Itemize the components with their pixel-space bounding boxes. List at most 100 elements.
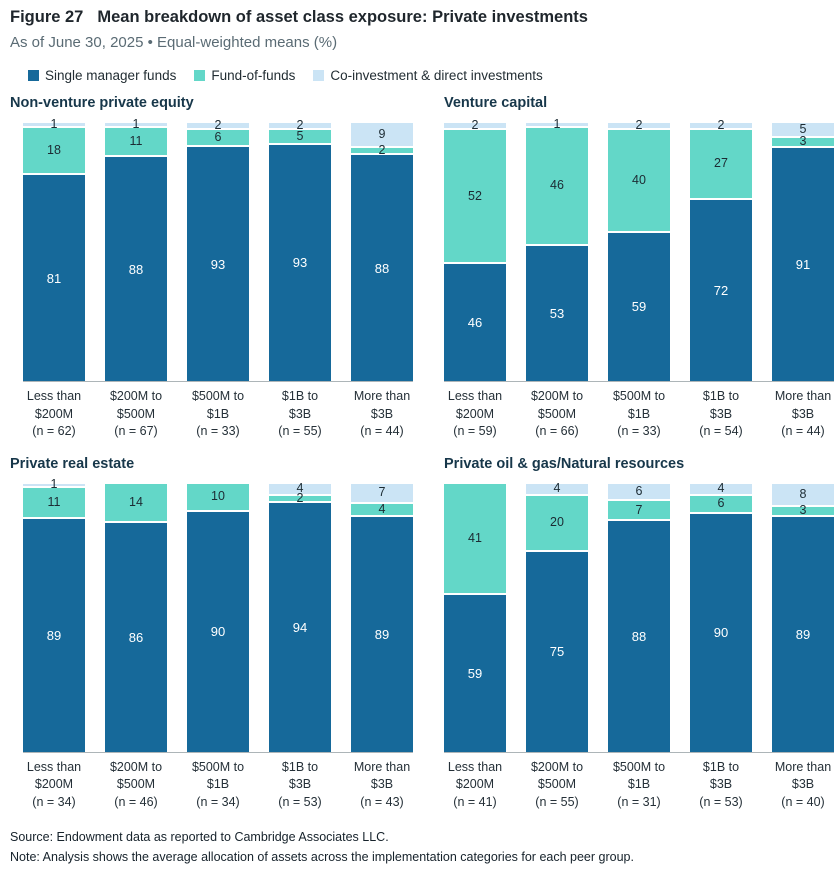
analysis-note: Note: Analysis shows the average allocat… [10,850,634,864]
stacked-bar: 1 46 53 [526,117,588,381]
stacked-bar: 10 90 [187,483,249,752]
legend-label: Co-investment & direct investments [330,68,543,83]
legend-item-co-investment: Co-investment & direct investments [313,68,543,83]
stacked-bar: 7 4 89 [351,483,413,752]
value-label: 91 [795,256,811,272]
value-label: 2 [635,118,643,133]
figure-number: Figure 27 [10,8,84,26]
stacked-bar: 4 20 75 [526,481,588,752]
legend-swatch-fund-of-funds-icon [194,70,206,81]
segment-fund-of-funds: 10 [187,483,249,511]
value-label: 41 [468,530,482,545]
segment-co-investment: 4 [269,482,331,495]
category-label: More than $3B (n = 44) [353,389,411,438]
plot-area: 41 59 4 20 75 6 7 88 4 6 90 8 3 89 Less than $200M (n =… [444,481,834,812]
category-label: Less than $200M (n = 41) [447,759,503,809]
stacked-bar: 2 6 93 [187,119,249,381]
segment-single-manager-funds: 93 [187,147,249,381]
value-label: 4 [717,481,725,496]
source-note: Source: Endowment data as reported to Ca… [10,830,389,844]
value-label: 81 [46,270,62,286]
segment-fund-of-funds: 3 [772,504,834,517]
bars-area: 1 18 81 1 11 88 2 6 93 2 5 93 9 2 88 [23,117,413,381]
charts-grid: Non-venture private equity 1 18 81 1 11 88 2 6 9… [10,95,834,812]
value-label: 18 [47,142,61,157]
segment-co-investment: 1 [105,117,167,130]
segment-fund-of-funds: 18 [23,127,85,174]
segment-co-investment: 2 [608,119,670,132]
category-label: Less than $200M (n = 59) [447,389,503,438]
value-label: 2 [471,118,479,133]
segment-single-manager-funds: 88 [351,155,413,381]
chart-title: Private oil & gas/Natural resources [444,455,685,472]
value-label: 3 [799,134,807,149]
bars-area: 41 59 4 20 75 6 7 88 4 6 90 8 3 89 [444,481,834,752]
chart-title: Venture capital [444,95,548,111]
value-label: 4 [553,481,561,496]
legend-item-single-manager-funds: Single manager funds [28,68,176,83]
value-label: 90 [210,624,226,640]
bars-area: 2 52 46 1 46 53 2 40 59 2 27 72 5 3 91 [444,117,834,381]
value-label: 6 [635,483,643,498]
chart-title: Non-venture private equity [10,95,194,111]
x-axis-line [444,751,834,753]
value-label: 2 [296,118,304,133]
stacked-bar: 2 5 93 [269,119,331,381]
segment-single-manager-funds: 90 [690,513,752,752]
value-label: 8 [799,486,807,501]
category-label: $1B to $3B (n = 54) [699,389,743,438]
chart-panel: Venture capital 2 52 46 1 46 53 2 40 59 2 27 72 5 3 91… [444,95,834,441]
stacked-bar: 1 11 88 [105,117,167,381]
segment-single-manager-funds: 89 [23,518,85,752]
segment-co-investment: 1 [23,478,85,491]
value-label: 7 [635,502,643,517]
segment-co-investment: 2 [690,119,752,132]
legend-swatch-co-investment-icon [313,70,325,81]
segment-co-investment: 2 [444,119,506,132]
segment-fund-of-funds: 20 [526,496,588,550]
segment-single-manager-funds: 89 [351,516,413,752]
segment-single-manager-funds: 94 [269,503,331,752]
segment-single-manager-funds: 93 [269,144,331,381]
chart-panel: Non-venture private equity 1 18 81 1 11 88 2 6 9… [10,95,416,441]
legend-swatch-single-manager-icon [28,70,39,81]
segment-single-manager-funds: 81 [23,175,85,381]
stacked-bar: 1 18 81 [23,117,85,381]
value-label: 1 [553,116,561,131]
value-label: 5 [799,121,807,136]
x-axis-line [23,381,413,382]
value-label: 53 [549,306,565,322]
category-label: $500M to $1B (n = 33) [191,389,245,438]
value-label: 6 [717,496,725,511]
plot-area: 1 11 89 14 86 10 90 4 2 94 7 4 89 Less than $200M (n =… [23,478,413,812]
value-label: 40 [632,172,646,187]
segment-fund-of-funds: 11 [105,127,167,156]
legend-item-fund-of-funds: Fund-of-funds [194,68,295,83]
value-label: 93 [210,256,226,272]
segment-co-investment: 1 [23,117,85,130]
figure-footer: Source: Endowment data as reported to Ca… [10,827,824,867]
value-label: 14 [129,494,143,509]
segment-fund-of-funds: 40 [608,130,670,231]
segment-single-manager-funds: 46 [444,264,506,381]
category-label: $200M to $500M (n = 46) [109,759,163,809]
segment-co-investment: 8 [772,483,834,505]
figure-header: Figure 27 Mean breakdown of asset class … [10,8,824,27]
segment-fund-of-funds: 46 [526,127,588,245]
x-axis-line [23,751,413,753]
value-label: 2 [378,143,386,158]
value-label: 5 [296,128,304,143]
segment-single-manager-funds: 88 [105,157,167,381]
segment-single-manager-funds: 75 [526,551,588,752]
value-label: 20 [550,515,564,530]
plot-area: 2 52 46 1 46 53 2 40 59 2 27 72 5 3 91 Less than $200M(… [444,117,834,441]
page-title: Mean breakdown of asset class exposure: … [97,8,588,26]
stacked-bar: 2 27 72 [690,119,752,381]
category-label: More than $3B (n = 44) [774,389,832,438]
segment-single-manager-funds: 53 [526,246,588,381]
category-labels: Less than $200M (n = 59) $200M to $500M (n = … [444,388,834,441]
category-labels: Less than $200M (n = 34) $200M to $500M (n = … [23,759,413,812]
value-label: 89 [374,626,390,642]
stacked-bar: 2 40 59 [608,119,670,381]
value-label: 88 [128,261,144,277]
